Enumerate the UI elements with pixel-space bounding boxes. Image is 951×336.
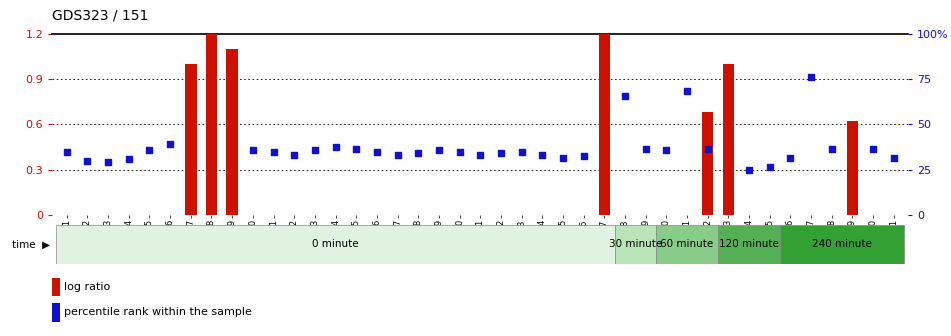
Point [411, 151, 426, 156]
Point [494, 151, 509, 156]
Point [576, 153, 592, 159]
Point [886, 155, 902, 160]
Point [473, 152, 488, 157]
Text: 0 minute: 0 minute [312, 240, 359, 249]
Point [679, 88, 694, 94]
Point [865, 146, 881, 151]
Bar [52, 278, 60, 296]
Bar [846, 121, 858, 215]
Point [617, 93, 632, 98]
Point [307, 147, 322, 153]
Bar [614, 225, 656, 264]
Text: GDS323 / 151: GDS323 / 151 [52, 8, 148, 23]
Point [659, 147, 674, 153]
Point [825, 146, 840, 151]
Text: 240 minute: 240 minute [812, 240, 872, 249]
Point [163, 141, 178, 146]
Point [80, 158, 95, 163]
Text: log ratio: log ratio [64, 282, 110, 292]
Point [534, 152, 550, 157]
Text: 120 minute: 120 minute [719, 240, 779, 249]
Point [700, 146, 715, 151]
Text: percentile rank within the sample: percentile rank within the sample [64, 307, 252, 318]
Point [369, 149, 384, 154]
Point [742, 167, 757, 172]
Point [101, 160, 116, 165]
Bar [780, 225, 904, 264]
Bar [619, 215, 631, 276]
Text: time  ▶: time ▶ [12, 240, 50, 249]
Bar [718, 225, 780, 264]
Point [390, 152, 405, 157]
Bar [226, 49, 238, 215]
Point [142, 147, 157, 153]
Point [638, 146, 653, 151]
Point [514, 149, 529, 154]
Bar [702, 112, 713, 215]
Bar [52, 303, 60, 322]
Point [762, 164, 777, 169]
Point [121, 157, 136, 162]
Point [804, 75, 819, 80]
Point [266, 149, 281, 154]
Bar [56, 225, 614, 264]
Point [245, 147, 261, 153]
Bar [656, 225, 718, 264]
Point [432, 147, 447, 153]
Point [349, 146, 364, 151]
Bar [185, 64, 197, 215]
Point [783, 155, 798, 160]
Point [59, 149, 74, 154]
Bar [723, 64, 734, 215]
Bar [205, 34, 217, 215]
Text: 60 minute: 60 minute [660, 240, 713, 249]
Point [452, 149, 467, 154]
Point [328, 144, 343, 150]
Point [555, 155, 571, 160]
Text: 30 minute: 30 minute [609, 240, 662, 249]
Bar [598, 34, 610, 215]
Point [286, 152, 301, 157]
